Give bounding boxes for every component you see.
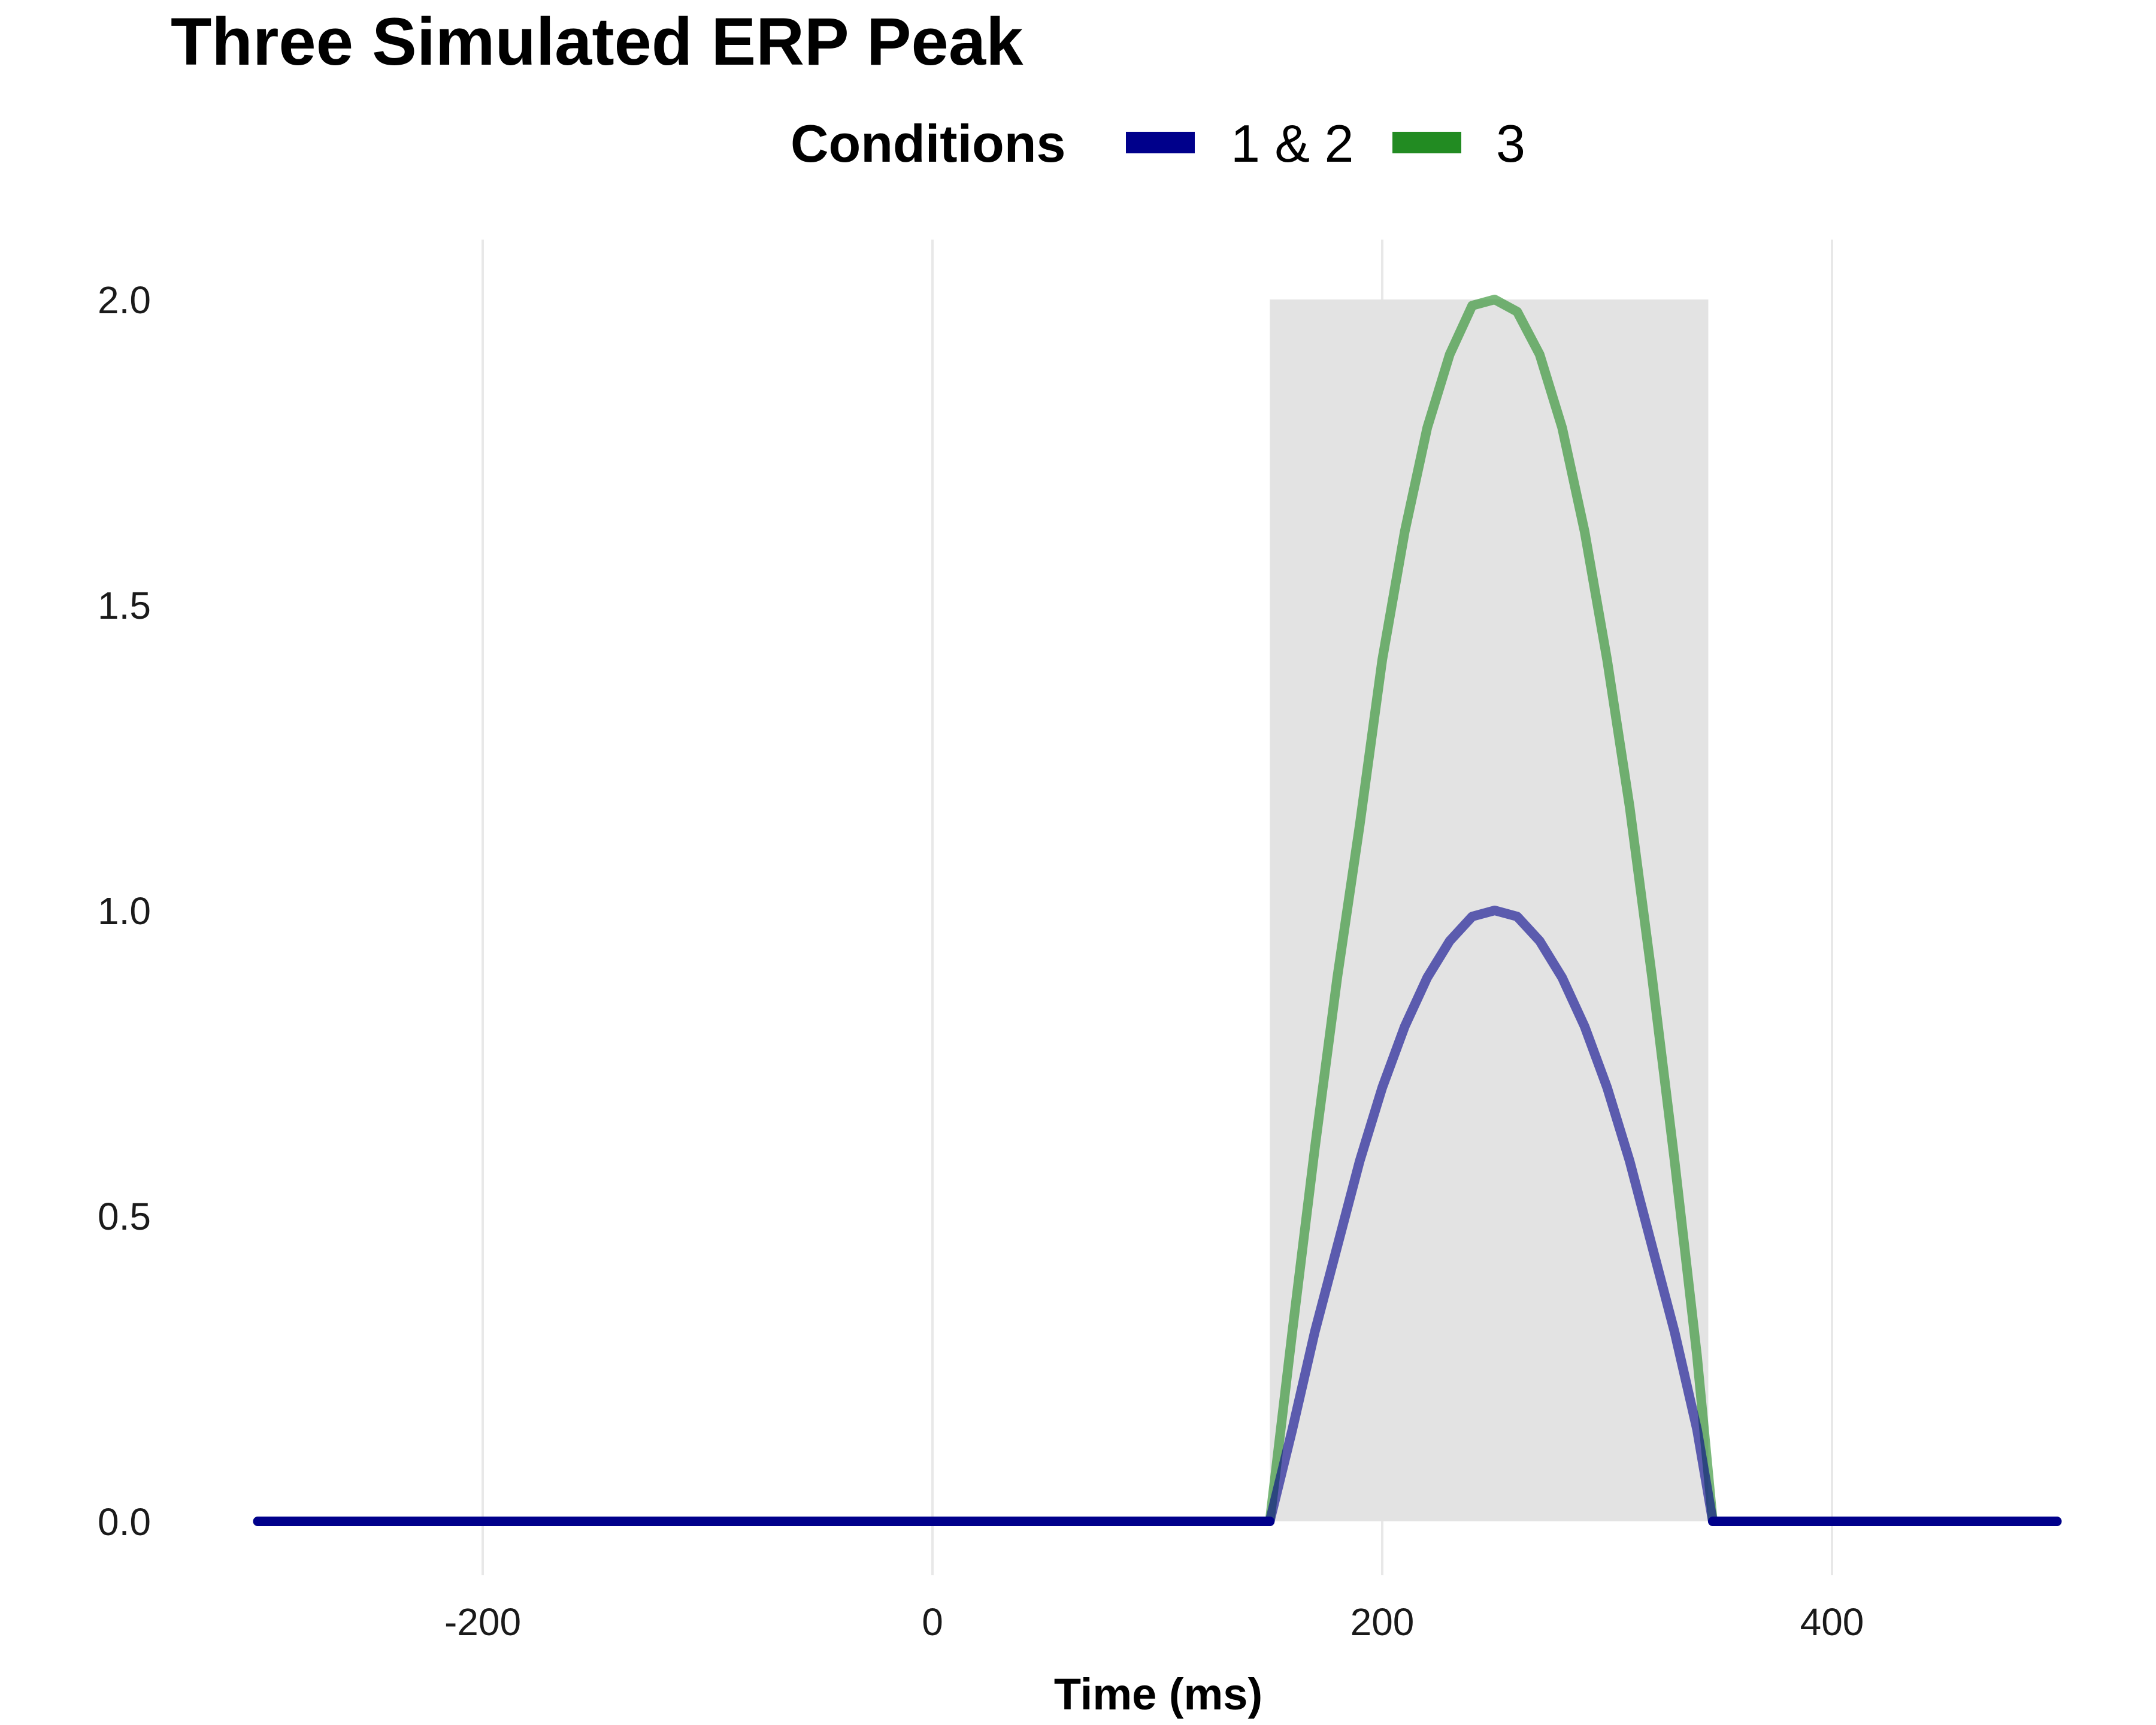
legend: Conditions 1 & 2 3 — [791, 114, 1525, 173]
x-tick-label: 400 — [1800, 1600, 1864, 1644]
legend-label-1-2: 1 & 2 — [1231, 114, 1353, 173]
chart-title: Three Simulated ERP Peak — [171, 4, 1024, 79]
legend-title: Conditions — [791, 114, 1065, 173]
y-tick-label: 0.0 — [98, 1500, 151, 1544]
x-tick-label: 0 — [922, 1600, 943, 1644]
legend-label-3: 3 — [1496, 114, 1525, 173]
y-tick-label: 0.5 — [98, 1195, 151, 1238]
x-axis-title: Time (ms) — [1054, 1669, 1262, 1719]
x-tick-label: -200 — [444, 1600, 521, 1644]
y-tick-label: 1.0 — [98, 889, 151, 933]
tick-labels: -200 0 200 400 0.0 0.5 1.0 1.5 2.0 — [98, 279, 1864, 1644]
series-layer — [253, 295, 2062, 1526]
x-tick-label: 200 — [1350, 1600, 1415, 1644]
y-tick-label: 1.5 — [98, 584, 151, 627]
y-tick-label: 2.0 — [98, 279, 151, 322]
series-line-condition-3 — [253, 295, 2062, 1526]
series-line-condition-1-2 — [1265, 906, 1718, 1526]
